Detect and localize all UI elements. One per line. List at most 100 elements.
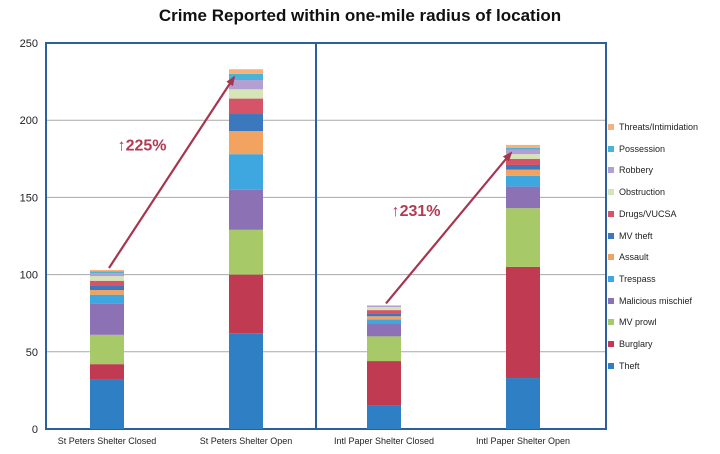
bar-segment-theft: [229, 333, 263, 429]
bar-segment-theft: [90, 379, 124, 429]
bar-segment-threats-intimidation: [229, 69, 263, 74]
bar-segment-robbery: [90, 273, 124, 277]
y-tick-label: 200: [20, 115, 38, 127]
y-tick-label: 50: [26, 347, 38, 359]
bar-segment-malicious-mischief: [90, 303, 124, 335]
legend-swatch: [608, 319, 614, 326]
bar-segment-robbery: [367, 305, 401, 308]
y-tick-label: 0: [32, 424, 38, 436]
chart-title: Crime Reported within one-mile radius of…: [158, 6, 562, 25]
bar-segment-assault: [506, 169, 540, 176]
bar-segment-mv-theft: [506, 164, 540, 170]
legend-swatch: [608, 210, 614, 217]
bar-segment-drugs-vucsa: [506, 158, 540, 165]
bar-segment-mv-theft: [367, 313, 401, 317]
legend-swatch: [608, 124, 614, 130]
bar-segment-drugs-vucsa: [90, 280, 124, 286]
legend-label: Possession: [619, 143, 666, 154]
bar-segment-trespass: [90, 294, 124, 304]
bar-segment-assault: [229, 131, 263, 155]
bar-segment-burglary: [90, 364, 124, 380]
legend-label: Threats/Intimidation: [619, 122, 699, 132]
bar-segment-malicious-mischief: [506, 186, 540, 209]
legend-label: MV prowl: [619, 317, 657, 328]
y-tick-label: 100: [20, 270, 38, 282]
legend-item: Obstruction: [608, 185, 665, 199]
bar-segment-mv-prowl: [90, 334, 124, 365]
bar-segment-obstruction: [90, 276, 124, 281]
legend-swatch: [608, 167, 614, 174]
bar-segment-assault: [367, 316, 401, 320]
legend: Threats/Intimidation Possession Robbery Obs…: [608, 120, 720, 382]
legend-label: Obstruction: [619, 187, 666, 198]
bar-segment-obstruction: [367, 307, 401, 311]
legend-label: MV theft: [619, 230, 653, 241]
x-tick-label: St Peters Shelter Closed: [58, 436, 157, 446]
x-tick-label: Intl Paper Shelter Open: [476, 436, 570, 446]
bar-segment-obstruction: [506, 154, 540, 159]
bar-segment-malicious-mischief: [367, 324, 401, 337]
legend-item: Robbery: [608, 163, 653, 177]
bar-segment-mv-prowl: [367, 336, 401, 362]
legend-item: MV theft: [608, 229, 653, 243]
y-tick-label: 150: [20, 192, 38, 204]
legend-label: Trespass: [619, 273, 656, 284]
percent-increase-label: ↑231%: [392, 203, 441, 220]
bar-segment-drugs-vucsa: [367, 310, 401, 314]
bar-segment-theft: [367, 405, 401, 429]
legend-swatch: [608, 362, 614, 369]
bar-segment-mv-theft: [229, 114, 263, 132]
legend-item: MV prowl: [608, 315, 657, 329]
legend-swatch: [608, 232, 614, 239]
bar-segment-trespass: [229, 154, 263, 190]
bar-segment-possession: [229, 73, 263, 81]
bar-segment-robbery: [506, 149, 540, 155]
legend-item: Possession: [608, 142, 665, 156]
annotations: ↑225% ↑231%: [108, 75, 513, 305]
legend-label: Drugs/VUCSA: [619, 208, 677, 219]
bar-segment-burglary: [506, 266, 540, 379]
legend-item: Burglary: [608, 337, 653, 351]
legend-item: Theft: [608, 359, 640, 373]
legend-label: Theft: [619, 360, 640, 371]
bar-segment-theft: [506, 378, 540, 429]
legend-item: Drugs/VUCSA: [608, 207, 677, 221]
legend-item: Malicious mischief: [608, 294, 692, 308]
bar-segment-mv-prowl: [229, 229, 263, 275]
bar-segment-assault: [90, 290, 124, 295]
bar-segment-trespass: [506, 175, 540, 187]
legend-swatch: [608, 254, 614, 261]
legend-label: Burglary: [619, 339, 653, 349]
bar-segment-drugs-vucsa: [229, 98, 263, 115]
bar-segment-possession: [90, 271, 124, 274]
bar-segment-burglary: [229, 274, 263, 334]
bar-segment-robbery: [229, 80, 263, 90]
legend-item: Trespass: [608, 272, 656, 286]
legend-item: Assault: [608, 250, 649, 264]
bar-segment-threats-intimidation: [506, 144, 540, 148]
increase-arrow: [108, 75, 236, 269]
bar-segment-burglary: [367, 361, 401, 406]
bars: [90, 69, 540, 429]
bar-segment-mv-prowl: [506, 208, 540, 267]
legend-label: Malicious mischief: [619, 295, 693, 306]
bar-segment-threats-intimidation: [90, 269, 124, 272]
bar-segment-trespass: [367, 319, 401, 325]
legend-label: Robbery: [619, 165, 654, 176]
legend-swatch: [608, 275, 614, 282]
legend-swatch: [608, 145, 614, 152]
y-tick-label: 250: [20, 38, 38, 50]
increase-arrow: [385, 151, 513, 305]
bar-segment-malicious-mischief: [229, 189, 263, 230]
x-tick-label: St Peters Shelter Open: [200, 436, 293, 446]
legend-label: Assault: [619, 252, 649, 263]
legend-swatch: [608, 341, 614, 347]
bar-segment-mv-theft: [90, 285, 124, 291]
axes: 0 50 100 150 200 250 St Peters Shelter Closed S…: [20, 38, 607, 446]
legend-swatch: [608, 297, 614, 304]
plot-frame: [45, 42, 607, 430]
legend-swatch: [608, 189, 614, 196]
x-tick-label: Intl Paper Shelter Closed: [334, 436, 434, 446]
percent-increase-label: ↑225%: [118, 138, 167, 155]
